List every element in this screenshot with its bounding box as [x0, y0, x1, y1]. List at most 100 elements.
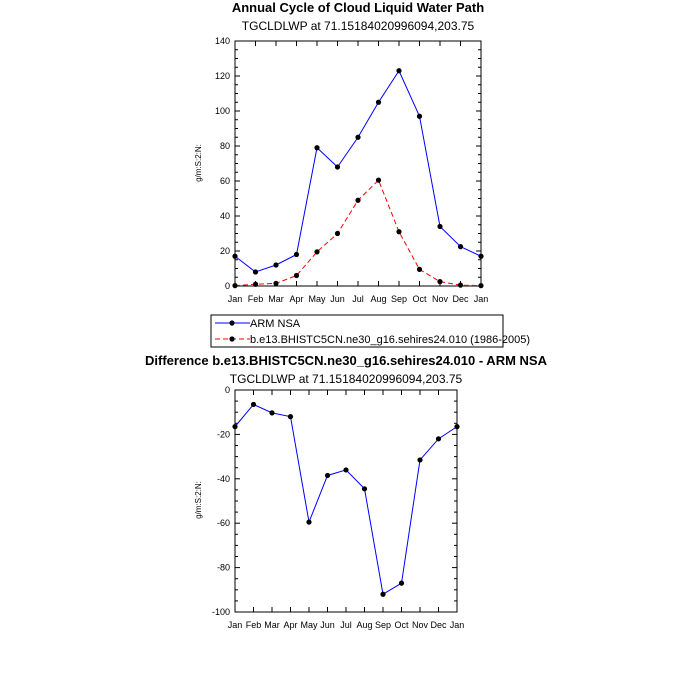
data-point	[293, 272, 300, 279]
legend-entry-arm-nsa: ARM NSA	[215, 318, 301, 330]
legend: ARM NSA b.e13.BHISTC5CN.ne30_g16.sehires…	[210, 314, 530, 348]
x-tick-label: Mar	[264, 620, 280, 630]
y-tick-label: 120	[215, 71, 230, 81]
data-point	[232, 424, 238, 430]
data-point	[269, 410, 275, 416]
data-point	[457, 282, 464, 288]
legend-label-arm-nsa: ARM NSA	[250, 318, 301, 330]
y-axis-label: g/m:S:2:N:	[194, 481, 203, 519]
data-point	[314, 145, 320, 151]
data-point	[375, 99, 382, 105]
data-point	[478, 253, 484, 259]
x-tick-label: Apr	[283, 620, 297, 630]
legend-marker-arm-nsa	[229, 320, 235, 326]
data-point	[287, 414, 294, 420]
data-point	[334, 164, 341, 170]
data-point	[361, 486, 368, 492]
legend-box	[210, 314, 504, 348]
data-point	[437, 279, 443, 285]
y-axis-label: g/m:S:2:N:	[194, 144, 203, 182]
y-tick-label: 20	[220, 246, 230, 256]
annual-cycle-panel: Annual Cycle of Cloud Liquid Water Path …	[194, 0, 488, 304]
x-tick-label: Jan	[228, 620, 243, 630]
series-line-0	[234, 403, 458, 596]
y-tick-label: 80	[220, 141, 230, 151]
y-tick-label: 140	[215, 36, 230, 46]
chart-subtitle: TGCLDLWP at 71.15184020996094,203.75	[230, 372, 463, 386]
data-point	[478, 283, 484, 289]
data-point	[398, 580, 405, 586]
y-tick-label: -60	[217, 518, 230, 528]
data-point	[437, 223, 443, 230]
y-tick-label: -100	[212, 607, 230, 617]
y-tick-label: 0	[225, 385, 230, 395]
x-tick-label: May	[308, 294, 326, 304]
difference-panel: Difference b.e13.BHISTC5CN.ne30_g16.sehi…	[145, 353, 548, 630]
series-line-0	[234, 69, 482, 273]
x-tick-label: Nov	[432, 294, 449, 304]
data-point	[273, 280, 279, 286]
legend-marker-model	[229, 336, 235, 342]
chart-title: Difference b.e13.BHISTC5CN.ne30_g16.sehi…	[145, 353, 548, 368]
data-point	[232, 283, 238, 289]
x-tick-label: May	[300, 620, 318, 630]
series-line-1	[234, 179, 482, 287]
data-point	[375, 177, 382, 183]
y-tick-label: 60	[220, 176, 230, 186]
data-point	[343, 467, 349, 473]
x-tick-label: Aug	[370, 294, 386, 304]
data-point	[306, 519, 312, 525]
plot-frame	[234, 40, 482, 287]
x-tick-label: Feb	[248, 294, 264, 304]
data-point	[380, 591, 386, 597]
chart-subtitle: TGCLDLWP at 71.15184020996094,203.75	[242, 19, 475, 33]
y-tick-label: -80	[217, 563, 230, 573]
chart-title: Annual Cycle of Cloud Liquid Water Path	[232, 0, 484, 15]
x-tick-label: Oct	[394, 620, 409, 630]
y-tick-label: 100	[215, 106, 230, 116]
data-point	[314, 249, 320, 255]
x-tick-label: Sep	[375, 620, 391, 630]
x-tick-label: Jan	[450, 620, 465, 630]
x-tick-label: Sep	[391, 294, 407, 304]
x-tick-label: Nov	[412, 620, 429, 630]
x-tick-label: Dec	[452, 294, 469, 304]
y-tick-label: -20	[217, 429, 230, 439]
data-point	[273, 262, 279, 268]
x-tick-label: Oct	[412, 294, 427, 304]
x-tick-label: Mar	[268, 294, 284, 304]
legend-label-model: b.e13.BHISTC5CN.ne30_g16.sehires24.010 (…	[250, 334, 530, 346]
data-point	[355, 197, 361, 203]
data-point	[416, 266, 423, 272]
x-tick-label: Jan	[228, 294, 243, 304]
x-tick-label: Jun	[320, 620, 335, 630]
data-point	[293, 251, 300, 258]
data-point	[396, 68, 402, 74]
x-tick-label: Jun	[330, 294, 345, 304]
data-point	[454, 424, 460, 430]
x-tick-label: Jul	[352, 294, 364, 304]
data-point	[324, 472, 331, 479]
data-point	[250, 401, 257, 408]
x-tick-label: Jul	[340, 620, 352, 630]
data-point	[252, 281, 259, 287]
data-point	[457, 244, 464, 250]
x-tick-label: Aug	[356, 620, 372, 630]
x-tick-label: Dec	[430, 620, 447, 630]
plot-marks: 0 20 40 60 80 100 120 140 Jan Feb Mar Apr May Jun Jul A…	[215, 36, 488, 304]
x-tick-label: Feb	[246, 620, 262, 630]
x-tick-label: Apr	[289, 294, 303, 304]
y-tick-label: 0	[225, 281, 230, 291]
data-point	[252, 269, 259, 275]
x-tick-label: Jan	[474, 294, 489, 304]
legend-entry-model: b.e13.BHISTC5CN.ne30_g16.sehires24.010 (…	[215, 334, 530, 346]
data-point	[435, 436, 442, 442]
data-point	[355, 134, 361, 140]
data-point	[396, 229, 402, 235]
y-tick-label: 40	[220, 211, 230, 221]
data-point	[232, 253, 238, 259]
data-point	[416, 113, 423, 119]
data-point	[417, 457, 423, 463]
